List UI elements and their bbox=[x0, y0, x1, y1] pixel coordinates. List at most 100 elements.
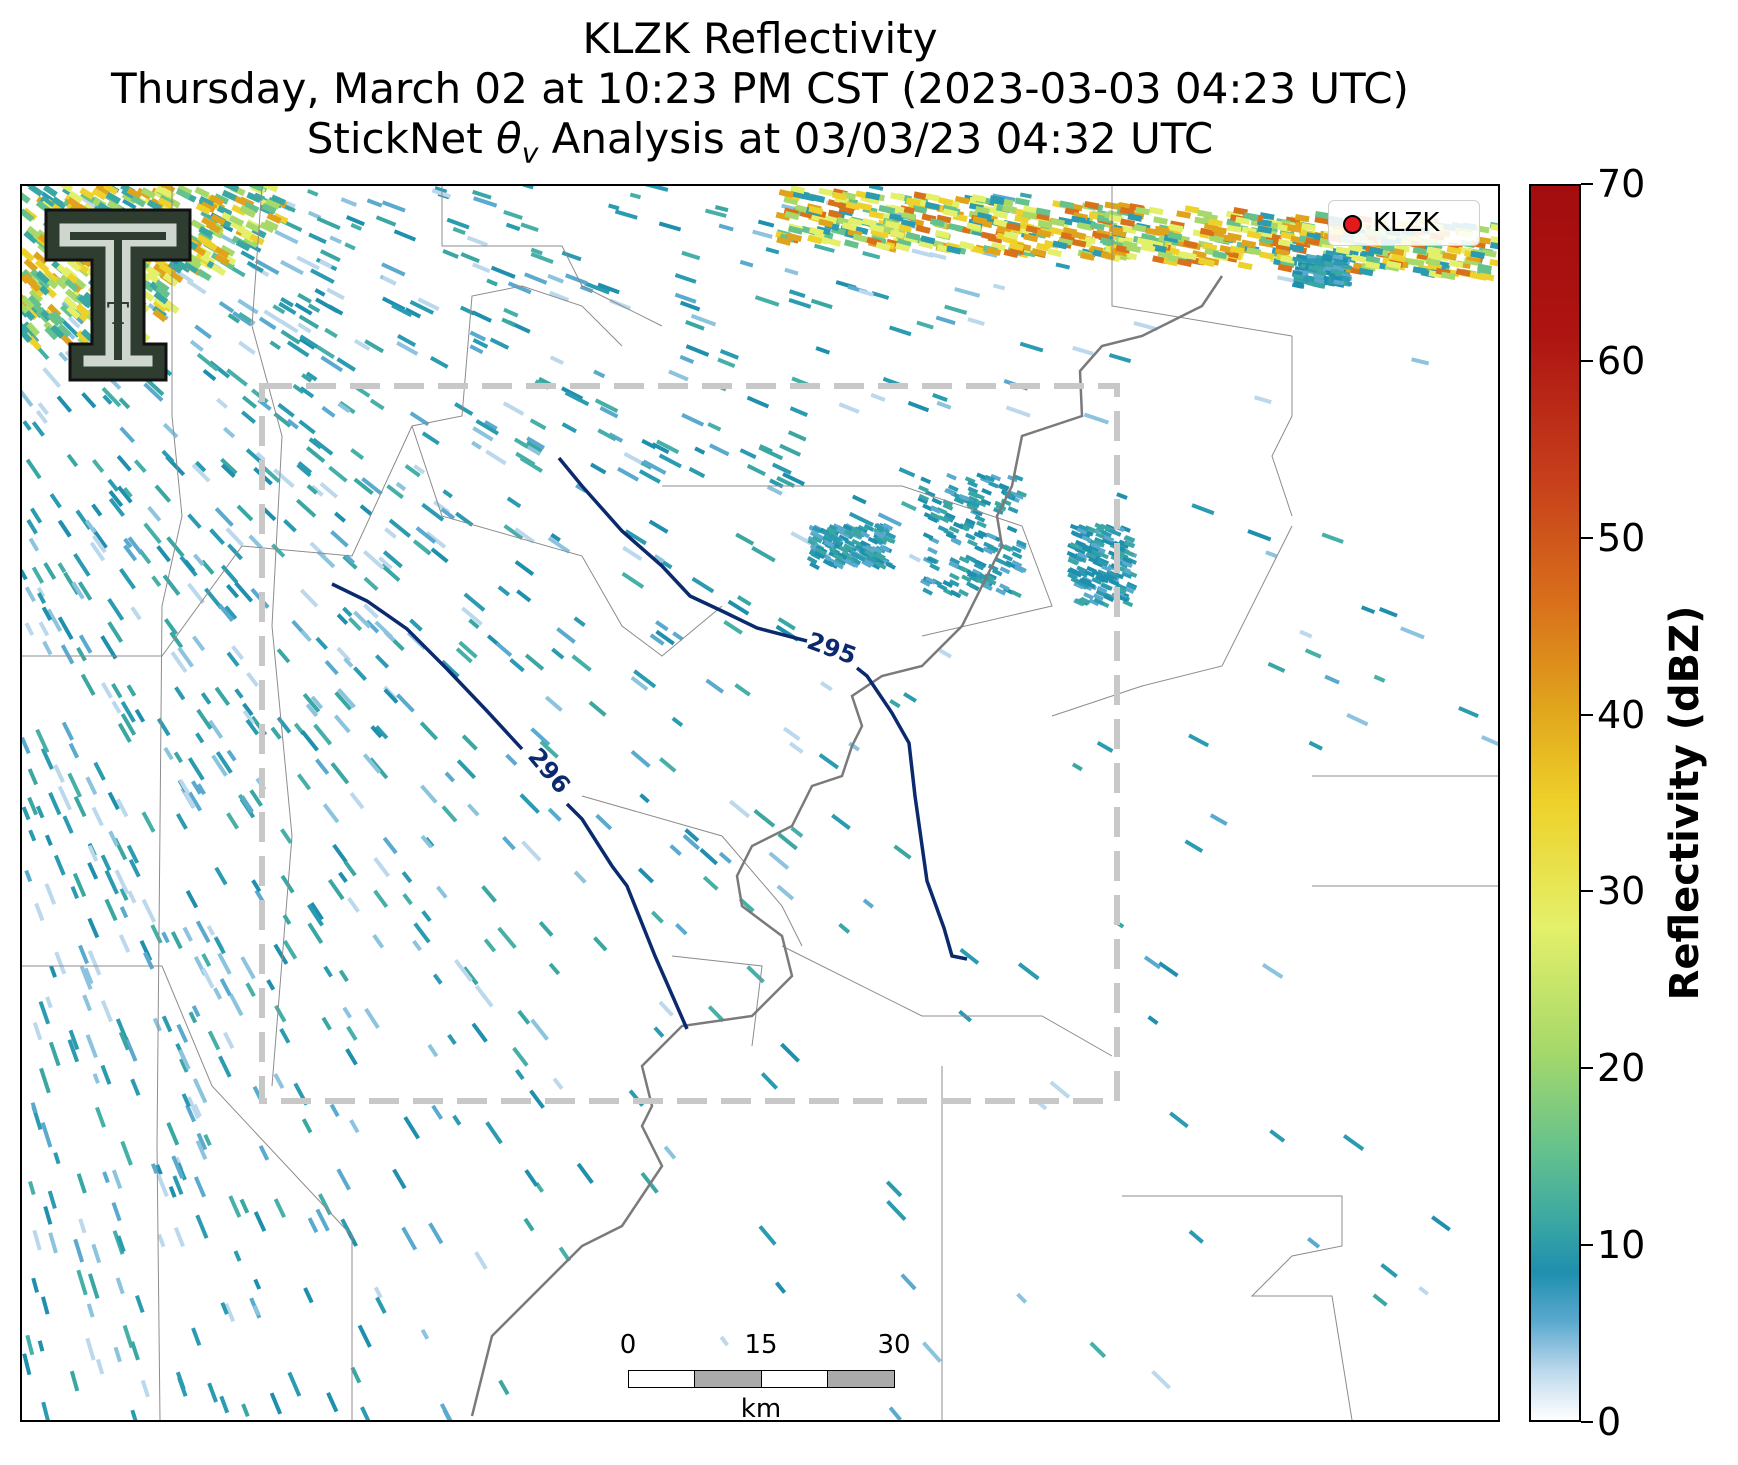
echo-gate bbox=[1305, 253, 1317, 260]
echo-gate bbox=[949, 589, 961, 598]
echo-gate bbox=[815, 547, 826, 556]
echo-gate bbox=[961, 574, 972, 583]
echo-gate bbox=[852, 233, 868, 243]
echo-gate bbox=[675, 922, 688, 936]
echo-gate bbox=[191, 1327, 202, 1346]
echo-gate bbox=[78, 944, 90, 965]
echo-gate bbox=[432, 973, 443, 985]
echo-gate bbox=[273, 1073, 285, 1090]
echo-gate bbox=[969, 500, 980, 509]
echo-gate bbox=[108, 489, 124, 508]
echo-gate bbox=[100, 635, 118, 660]
echo-gate bbox=[73, 1238, 85, 1263]
echo-gate bbox=[85, 1034, 98, 1059]
echo-gate bbox=[1081, 545, 1093, 554]
echo-gate bbox=[58, 351, 69, 362]
echo-gate bbox=[34, 902, 45, 922]
echo-gate bbox=[381, 262, 406, 277]
echo-gate bbox=[1084, 569, 1096, 578]
colorbar-tick-label: 10 bbox=[1597, 1223, 1646, 1268]
echo-gate bbox=[1226, 224, 1242, 233]
echo-gate bbox=[991, 568, 1003, 577]
scalebar-segment bbox=[827, 1370, 895, 1388]
echo-gate bbox=[246, 191, 262, 204]
echo-gate bbox=[659, 757, 677, 773]
echo-gate bbox=[196, 268, 212, 282]
echo-gate bbox=[87, 844, 99, 862]
echo-gate bbox=[27, 796, 39, 816]
echo-gate bbox=[439, 1403, 453, 1420]
echo-gate bbox=[1014, 214, 1030, 224]
echo-gate bbox=[1058, 236, 1074, 246]
echo-gate bbox=[1342, 1134, 1365, 1152]
echo-gate bbox=[126, 684, 137, 697]
echo-gate bbox=[320, 249, 341, 263]
echo-gate bbox=[85, 1337, 96, 1361]
contour-295-line bbox=[557, 456, 968, 961]
echo-gate bbox=[877, 512, 902, 527]
echo-gate bbox=[384, 527, 397, 539]
contour-label-295: 295 bbox=[803, 627, 860, 670]
echo-gate bbox=[321, 1016, 332, 1031]
echo-gate bbox=[219, 978, 232, 997]
echo-gate bbox=[1123, 540, 1135, 549]
echo-gate bbox=[1169, 1111, 1189, 1129]
echo-gate bbox=[875, 241, 891, 252]
echo-gate bbox=[870, 392, 886, 402]
echo-gate bbox=[1348, 243, 1363, 253]
echo-gate bbox=[1049, 1080, 1071, 1099]
scalebar-tick-15: 15 bbox=[744, 1330, 778, 1360]
colorbar-tick-label: 70 bbox=[1597, 162, 1646, 206]
echo-gate bbox=[214, 246, 230, 259]
echo-gate bbox=[155, 186, 171, 198]
echo-gate bbox=[1427, 262, 1443, 271]
echo-gate bbox=[885, 1180, 903, 1198]
echo-gate bbox=[1071, 569, 1083, 578]
echo-gate bbox=[1197, 209, 1213, 219]
echo-gate bbox=[193, 1176, 207, 1198]
echo-gate bbox=[917, 496, 929, 505]
echo-gate bbox=[530, 247, 543, 256]
echo-gate bbox=[157, 1233, 166, 1248]
echo-gate bbox=[140, 187, 157, 200]
echo-gate bbox=[1306, 232, 1321, 241]
echo-gate bbox=[299, 588, 319, 608]
echo-gate bbox=[225, 583, 240, 599]
radar-map-panel[interactable]: 295 296 bbox=[20, 184, 1500, 1422]
echo-gate bbox=[259, 221, 275, 234]
echo-gate bbox=[787, 430, 807, 442]
echo-gate bbox=[976, 520, 987, 529]
echo-gate bbox=[784, 210, 800, 221]
echo-gate bbox=[237, 298, 259, 315]
echo-gate bbox=[1259, 212, 1275, 221]
echo-gate bbox=[1096, 740, 1114, 753]
echo-gate bbox=[1235, 216, 1250, 225]
echo-gate bbox=[822, 535, 834, 544]
echo-gate bbox=[78, 1218, 87, 1234]
echo-gate bbox=[1059, 200, 1075, 210]
echo-gate bbox=[1373, 674, 1386, 683]
echo-gate bbox=[145, 265, 161, 278]
echo-gate bbox=[1292, 256, 1303, 263]
echo-gate bbox=[204, 587, 223, 610]
echo-gate bbox=[966, 569, 977, 578]
echo-gate bbox=[280, 329, 301, 345]
echo-gate bbox=[421, 910, 432, 923]
colorbar-tick-label: 20 bbox=[1597, 1046, 1646, 1091]
echo-gate bbox=[746, 463, 766, 477]
echo-gate bbox=[116, 1235, 126, 1253]
echo-gate bbox=[334, 691, 353, 711]
echo-gate bbox=[503, 524, 524, 540]
echo-gate bbox=[25, 458, 42, 480]
echo-gate bbox=[200, 201, 216, 214]
echo-gate bbox=[194, 186, 210, 199]
county-line bbox=[781, 945, 1113, 1057]
echo-gate bbox=[48, 1041, 61, 1067]
echo-gate bbox=[590, 462, 607, 475]
echo-gate bbox=[972, 508, 984, 517]
echo-gate bbox=[242, 709, 256, 725]
echo-gate bbox=[321, 405, 336, 418]
echo-gate bbox=[1102, 573, 1114, 582]
echo-gate bbox=[948, 561, 959, 569]
echo-gate bbox=[240, 795, 254, 813]
